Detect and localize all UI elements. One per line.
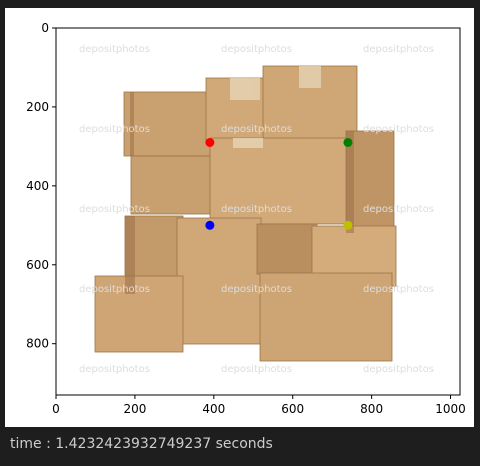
- y-tick-label: 600: [26, 258, 49, 272]
- blue-point: [205, 220, 215, 230]
- plot-svg: depositphotos depositphotos depositphotos d…: [26, 21, 466, 416]
- watermark-text: depositphotos: [363, 284, 434, 295]
- y-tick-label: 0: [41, 21, 49, 35]
- plot-figure: depositphotos depositphotos depositphotos d…: [5, 8, 474, 427]
- watermark-text: depositphotos: [221, 44, 292, 55]
- yellow-point: [343, 220, 353, 230]
- output-text: time : 1.4232423932749237 seconds: [10, 436, 273, 452]
- time-value: 1.4232423932749237: [55, 436, 212, 452]
- time-separator: :: [41, 436, 56, 452]
- scatter-points: [205, 137, 353, 230]
- watermark-text: depositphotos: [363, 204, 434, 215]
- watermark-text: depositphotos: [363, 124, 434, 135]
- watermark-text: depositphotos: [79, 124, 150, 135]
- y-tick-label: 800: [26, 337, 49, 351]
- watermark-layer: depositphotos depositphotos depositphotos d…: [79, 44, 434, 375]
- x-tick-label: 600: [281, 402, 304, 416]
- watermark-text: depositphotos: [79, 284, 150, 295]
- x-tick-label: 800: [360, 402, 383, 416]
- watermark-text: depositphotos: [79, 44, 150, 55]
- boxes-photo: [56, 28, 460, 395]
- watermark-text: depositphotos: [221, 364, 292, 375]
- watermark-text: depositphotos: [221, 284, 292, 295]
- axes-frame: [55, 27, 461, 396]
- x-tick-label: 0: [52, 402, 60, 416]
- watermark-text: depositphotos: [221, 204, 292, 215]
- y-tick-label: 200: [26, 100, 49, 114]
- time-label: time: [10, 436, 42, 452]
- green-point: [343, 137, 353, 147]
- x-tick-label: 1000: [435, 402, 466, 416]
- watermark-text: depositphotos: [79, 204, 150, 215]
- x-tick-label: 200: [123, 402, 146, 416]
- x-tick-label: 400: [202, 402, 225, 416]
- watermark-text: depositphotos: [363, 364, 434, 375]
- red-point: [205, 137, 215, 147]
- watermark-text: depositphotos: [79, 364, 150, 375]
- axis-ticks: 0 200 400 600 800 1000 0 200 400 600 800: [26, 21, 466, 416]
- watermark-text: depositphotos: [363, 44, 434, 55]
- time-unit: seconds: [211, 436, 273, 452]
- watermark-text: depositphotos: [221, 124, 292, 135]
- y-tick-label: 400: [26, 179, 49, 193]
